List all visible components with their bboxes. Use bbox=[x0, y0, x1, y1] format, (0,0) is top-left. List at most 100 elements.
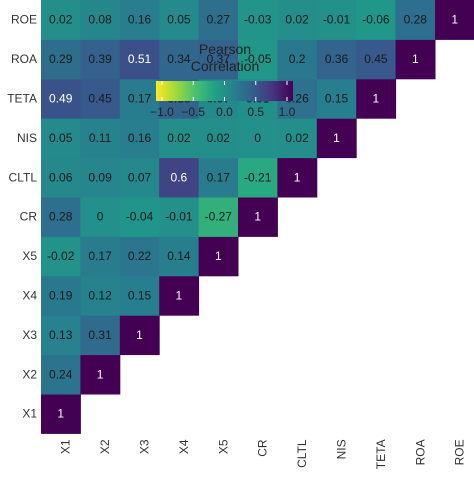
heatmap-cell-value: -0.06 bbox=[362, 13, 390, 27]
heatmap-cell-value: 0.15 bbox=[325, 92, 349, 106]
heatmap-cell bbox=[238, 157, 278, 198]
y-tick-label: ROA bbox=[11, 52, 37, 66]
heatmap-cell bbox=[119, 275, 160, 316]
heatmap-cell bbox=[80, 236, 121, 277]
heatmap-cell bbox=[159, 0, 200, 40]
heatmap-cell bbox=[80, 354, 121, 395]
heatmap-cell-value: 0.19 bbox=[49, 289, 73, 303]
heatmap-cell bbox=[316, 0, 357, 40]
x-tick-label: CR bbox=[256, 439, 270, 457]
heatmap-cell-value: 0.45 bbox=[88, 92, 112, 106]
legend-title-line2: Correlation bbox=[191, 58, 259, 74]
legend-ticks: −1.0 −0.5 0.0 0.5 1.0 bbox=[150, 81, 296, 119]
heatmap-cell-value: 0.02 bbox=[167, 131, 191, 145]
heatmap-cell-value: -0.21 bbox=[244, 170, 272, 184]
y-tick-label: X5 bbox=[22, 249, 37, 263]
heatmap-cell-value: 0.22 bbox=[128, 249, 152, 263]
y-axis-ticks: X1 X2 X3 X4 X5 CR CLTL NIS TETA ROA ROE bbox=[7, 13, 37, 421]
heatmap-cell bbox=[395, 39, 436, 80]
heatmap-cell-value: 1 bbox=[373, 92, 380, 106]
heatmap-cell bbox=[198, 0, 239, 40]
heatmap-cell-value: -0.01 bbox=[323, 13, 351, 27]
heatmap-cell-value: 0.05 bbox=[49, 131, 73, 145]
heatmap-cell-value: -0.02 bbox=[47, 249, 75, 263]
heatmap-cell-value: 0.16 bbox=[128, 131, 152, 145]
x-tick-label: X4 bbox=[177, 439, 191, 454]
x-tick-label: TETA bbox=[374, 439, 388, 469]
legend-tick-label: −0.5 bbox=[181, 105, 205, 119]
heatmap-cell-value: 0.02 bbox=[49, 13, 73, 27]
heatmap-cell bbox=[356, 78, 397, 119]
heatmap-cell-value: 0.13 bbox=[49, 328, 73, 342]
heatmap-cell-value: 0.27 bbox=[207, 13, 231, 27]
x-axis-ticks: X1 X2 X3 X4 X5 CR CLTL NIS TETA ROA ROE bbox=[59, 439, 467, 469]
heatmap-cell bbox=[80, 197, 121, 237]
heatmap-cell bbox=[238, 197, 278, 237]
y-tick-label: NIS bbox=[17, 131, 37, 145]
heatmap-cell bbox=[80, 78, 121, 119]
heatmap-cell bbox=[119, 197, 160, 237]
heatmap-cell bbox=[41, 315, 81, 356]
x-tick-label: NIS bbox=[335, 439, 349, 459]
heatmap-cell bbox=[277, 0, 318, 40]
heatmap-cell bbox=[395, 0, 436, 40]
heatmap-cell-value: 0.08 bbox=[88, 13, 112, 27]
heatmap-cell bbox=[159, 39, 200, 80]
heatmap-cell-value: 0.17 bbox=[88, 249, 112, 263]
heatmap-cell bbox=[198, 157, 239, 198]
heatmap-cell-value: 0.16 bbox=[128, 13, 152, 27]
heatmap-cell-value: 0.49 bbox=[49, 92, 73, 106]
heatmap-cell bbox=[159, 157, 200, 198]
heatmap-cell bbox=[277, 39, 318, 80]
heatmap-cell bbox=[80, 39, 121, 80]
x-tick-label: ROA bbox=[413, 439, 427, 465]
heatmap-cell bbox=[119, 78, 160, 119]
heatmap-cell bbox=[41, 394, 81, 434]
heatmap-cell bbox=[41, 275, 81, 316]
heatmap-cell-value: 0.28 bbox=[49, 210, 73, 224]
heatmap-cell-value: 0.09 bbox=[88, 170, 112, 184]
heatmap-cell bbox=[277, 118, 318, 159]
y-tick-label: TETA bbox=[7, 92, 37, 106]
heatmap-cell bbox=[198, 118, 239, 159]
legend-tick-label: 1.0 bbox=[279, 105, 296, 119]
x-tick-label: X1 bbox=[59, 439, 73, 454]
legend-tick-label: 0.5 bbox=[247, 105, 264, 119]
heatmap-cell-value: 1 bbox=[136, 328, 143, 342]
heatmap-cell bbox=[159, 275, 200, 316]
heatmap-cell bbox=[80, 157, 121, 198]
heatmap-cell-value: 1 bbox=[97, 367, 104, 381]
y-tick-label: X3 bbox=[22, 328, 37, 342]
heatmap-cell bbox=[119, 157, 160, 198]
heatmap-cell-value: 0.06 bbox=[49, 170, 73, 184]
heatmap-cell bbox=[80, 0, 121, 40]
heatmap-cell bbox=[356, 39, 397, 80]
x-tick-label: CLTL bbox=[295, 439, 309, 468]
heatmap-cell bbox=[80, 118, 121, 159]
heatmap-cell-value: 0.07 bbox=[128, 170, 152, 184]
heatmap-cell-value: 0.28 bbox=[404, 13, 428, 27]
heatmap-cell-value: 1 bbox=[215, 249, 222, 263]
y-tick-label: CLTL bbox=[9, 170, 38, 184]
heatmap-cell bbox=[119, 315, 160, 356]
heatmap-cell bbox=[119, 39, 160, 80]
heatmap-cell bbox=[159, 236, 200, 277]
heatmap-cell-value: 0.15 bbox=[128, 289, 152, 303]
heatmap-cell-value: 0 bbox=[97, 210, 104, 224]
heatmap-cell bbox=[316, 39, 357, 80]
heatmap-cell-value: 1 bbox=[294, 170, 301, 184]
heatmap-cell bbox=[119, 236, 160, 277]
heatmap-cells: 1 0.24 1 0.13 0.31 1 0.19 0.12 0.15 1 -0.02 0.17 0.2… bbox=[41, 0, 474, 434]
heatmap-cell bbox=[41, 78, 81, 119]
heatmap-cell bbox=[80, 275, 121, 316]
heatmap-cell-value: 0.36 bbox=[325, 52, 349, 66]
heatmap-cell bbox=[238, 39, 278, 80]
heatmap-cell bbox=[198, 236, 239, 277]
heatmap-cell-value: 0.02 bbox=[285, 13, 309, 27]
heatmap-cell bbox=[119, 0, 160, 40]
heatmap-cell-value: 1 bbox=[254, 210, 261, 224]
heatmap-cell-value: 0.12 bbox=[88, 289, 112, 303]
x-tick-label: X2 bbox=[98, 439, 112, 454]
heatmap-cell-value: 0 bbox=[254, 131, 261, 145]
